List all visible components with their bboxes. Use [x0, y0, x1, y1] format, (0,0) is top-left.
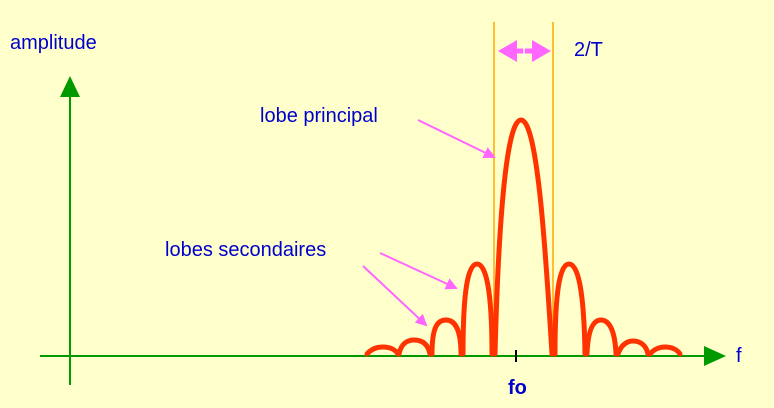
side-lobe-left-1: [460, 261, 495, 357]
side-lobe-pointer-arrow-1: [379, 252, 458, 290]
main-lobe-pointer-arrow: [417, 119, 496, 159]
side-lobe-right-3: [615, 338, 651, 357]
side-lobe-pointer-arrow-2: [362, 265, 428, 327]
width-double-arrow: [498, 40, 551, 62]
x-axis-label: f: [736, 345, 742, 367]
width-label: 2/T: [574, 39, 603, 61]
main-lobe: [492, 117, 555, 357]
y-axis-label: amplitude: [10, 32, 97, 54]
side-lobes-label: lobes secondaires: [165, 239, 326, 261]
x-axis-arrowhead: [704, 346, 726, 366]
center-frequency-label: fo: [508, 377, 527, 399]
side-lobe-left-2: [429, 317, 464, 357]
side-lobe-left-4: [364, 344, 401, 357]
side-lobe-right-4: [647, 344, 683, 357]
y-axis-arrowhead: [60, 76, 80, 97]
main-lobe-label: lobe principal: [260, 105, 378, 127]
side-lobe-right-1: [552, 261, 588, 357]
spectrum-curve: [364, 117, 683, 357]
side-lobe-right-2: [584, 317, 619, 357]
side-lobe-left-3: [396, 337, 433, 357]
